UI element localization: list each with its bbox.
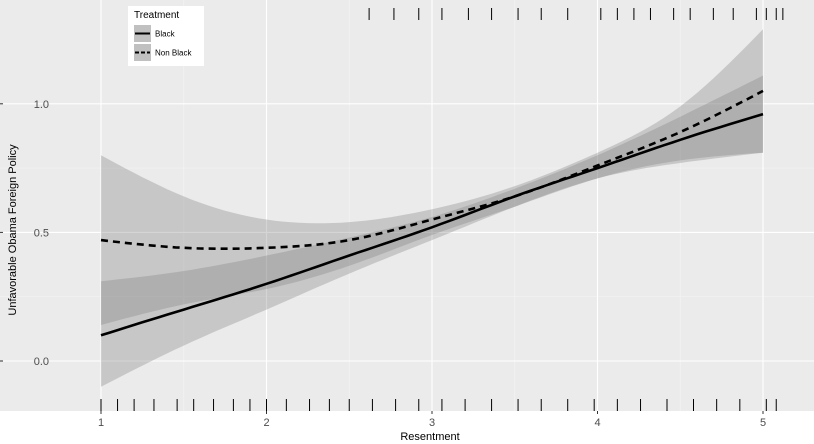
x-tick-label: 3	[429, 417, 435, 429]
x-axis-title: Resentment	[400, 431, 459, 443]
panel-background	[0, 0, 814, 411]
grid-minor	[0, 0, 814, 411]
ci-ribbon-black	[101, 75, 763, 387]
x-tick-label: 2	[263, 417, 269, 429]
y-axis-title: Unfavorable Obama Foreign Policy	[7, 144, 19, 316]
y-tick-label: 0.5	[34, 227, 49, 239]
ci-ribbon-non-black	[101, 29, 763, 325]
axis-tick-labels: 1 2 3 4 5 0.0 0.5 1.0	[34, 99, 766, 429]
series-line-non-black	[100, 89, 764, 250]
y-tick-label: 1.0	[34, 99, 49, 111]
series-lines	[100, 89, 764, 337]
x-tick-label: 5	[760, 417, 766, 429]
rug-marks	[100, 8, 784, 411]
legend-title: Treatment	[134, 10, 179, 21]
legend-label-non-black: Non Black	[155, 49, 192, 58]
y-tick-label: 0.0	[34, 356, 49, 368]
grid-major	[0, 0, 814, 411]
axis-ticks	[0, 103, 764, 414]
x-tick-label: 1	[98, 417, 104, 429]
confidence-ribbons	[101, 29, 763, 387]
legend: Treatment Black Non Black	[128, 6, 204, 66]
series-line-black	[100, 112, 764, 337]
legend-label-black: Black	[155, 30, 176, 39]
x-tick-label: 4	[594, 417, 600, 429]
